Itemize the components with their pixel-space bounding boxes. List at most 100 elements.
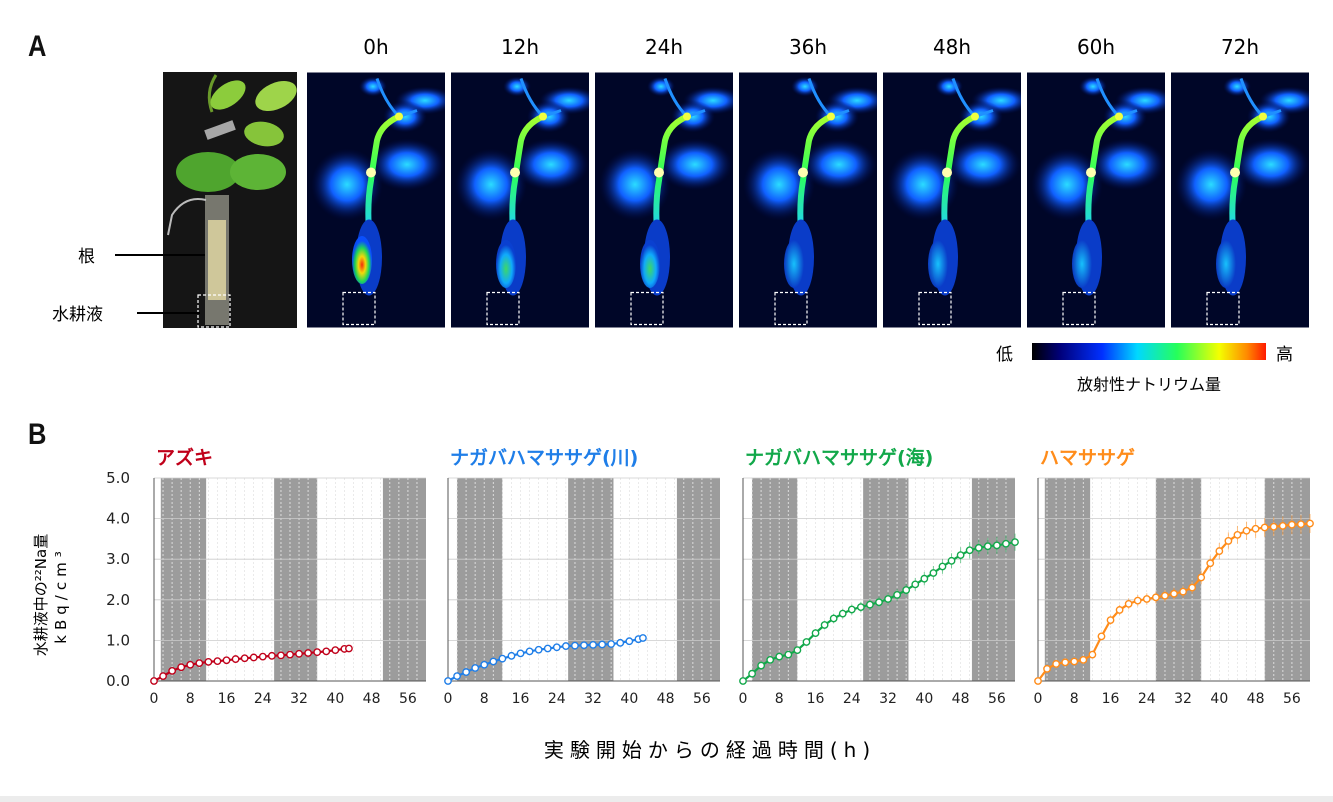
data-point bbox=[322, 647, 331, 656]
data-point bbox=[204, 658, 213, 666]
data-point bbox=[911, 580, 920, 589]
x-tick-label: 16 bbox=[218, 691, 236, 707]
x-tick-label: 8 bbox=[1070, 691, 1079, 707]
data-point bbox=[784, 650, 793, 659]
data-point bbox=[847, 605, 856, 614]
data-point bbox=[453, 672, 461, 681]
time-label: 12h bbox=[501, 35, 539, 59]
data-point bbox=[444, 677, 452, 685]
x-tick-label: 8 bbox=[775, 691, 784, 707]
data-point bbox=[829, 614, 838, 623]
root-signal bbox=[352, 236, 372, 284]
data-point bbox=[1170, 589, 1178, 598]
autoradiograph-image bbox=[739, 73, 887, 328]
data-point bbox=[1197, 573, 1206, 582]
data-point bbox=[507, 651, 516, 660]
chart-3: 0 8 16 24 32 40 48 56 ハマササゲ bbox=[1034, 447, 1314, 707]
data-point bbox=[1188, 583, 1197, 592]
x-tick-label: 24 bbox=[1138, 691, 1156, 707]
root-label: 根 bbox=[78, 247, 95, 267]
dark-period-band bbox=[1044, 478, 1091, 681]
data-point bbox=[213, 657, 222, 666]
data-point bbox=[313, 648, 322, 657]
plant-photo bbox=[163, 72, 297, 328]
solution-label: 水耕液 bbox=[52, 305, 103, 325]
data-point bbox=[543, 644, 552, 653]
data-point bbox=[739, 677, 747, 685]
dark-period-band bbox=[863, 478, 909, 681]
data-point bbox=[1287, 520, 1296, 529]
data-point bbox=[1052, 660, 1061, 668]
data-point bbox=[965, 546, 974, 555]
x-tick-label: 32 bbox=[290, 691, 308, 707]
data-point bbox=[295, 649, 303, 658]
data-point bbox=[902, 586, 911, 594]
root-signal bbox=[928, 240, 948, 288]
colorbar bbox=[1032, 343, 1266, 360]
x-tick-label: 8 bbox=[186, 691, 195, 707]
y-axis-label-line1: 水耕液中の²²Na量 bbox=[32, 534, 50, 656]
x-tick-label: 48 bbox=[363, 691, 381, 707]
sodium-uptake-charts: 0 8 16 24 32 40 48 56 0.0 1.0 2.0 3.0 4.0 5.0 アズキ 0 8 16 2… bbox=[32, 446, 1314, 762]
data-point bbox=[1206, 559, 1215, 568]
data-point bbox=[589, 640, 597, 649]
data-point bbox=[1043, 664, 1051, 673]
imaging-panel: 根 水耕液 低 高 放射性ナトリウム量 0h 12h 24h 36h 48h 60h 72h bbox=[52, 35, 1333, 394]
data-point bbox=[920, 574, 929, 583]
x-tick-label: 32 bbox=[1174, 691, 1192, 707]
y-axis-label-line2: kBq/cm³ bbox=[52, 546, 70, 643]
data-point bbox=[748, 669, 756, 678]
data-point bbox=[1297, 520, 1305, 529]
y-tick-label: 0.0 bbox=[106, 672, 130, 690]
x-tick-label: 56 bbox=[1283, 691, 1301, 707]
data-point bbox=[1260, 523, 1269, 532]
x-tick-label: 40 bbox=[915, 691, 933, 707]
data-point bbox=[992, 541, 1001, 550]
data-point bbox=[757, 661, 766, 670]
data-point bbox=[552, 643, 561, 652]
x-tick-label: 0 bbox=[1034, 691, 1043, 707]
colorbar-low-label: 低 bbox=[996, 345, 1013, 365]
data-point bbox=[607, 640, 616, 648]
y-tick-label: 5.0 bbox=[106, 469, 130, 487]
data-point bbox=[766, 655, 775, 664]
data-point bbox=[195, 659, 204, 668]
data-point bbox=[775, 652, 784, 661]
x-tick-label: 48 bbox=[952, 691, 970, 707]
root-signal bbox=[496, 240, 516, 288]
data-point bbox=[1215, 547, 1224, 555]
data-point bbox=[1233, 530, 1242, 539]
x-tick-label: 16 bbox=[807, 691, 825, 707]
data-point bbox=[1251, 524, 1260, 533]
x-tick-label: 24 bbox=[254, 691, 272, 707]
data-point bbox=[1278, 522, 1287, 530]
data-point bbox=[1061, 658, 1070, 667]
data-point bbox=[1002, 539, 1010, 548]
data-point bbox=[616, 638, 625, 647]
data-point bbox=[258, 652, 267, 661]
data-point bbox=[277, 651, 285, 660]
chart-title: ハマササゲ bbox=[1040, 447, 1135, 469]
autoradiograph-image bbox=[451, 73, 599, 328]
autoradiograph-image bbox=[307, 73, 455, 328]
chart-title: アズキ bbox=[156, 446, 213, 469]
data-point bbox=[561, 642, 570, 650]
data-point bbox=[498, 654, 507, 663]
data-point bbox=[1151, 593, 1160, 602]
time-label: 24h bbox=[645, 35, 683, 59]
dark-period-band bbox=[457, 478, 503, 681]
dark-period-band bbox=[1155, 478, 1202, 681]
data-point bbox=[974, 543, 983, 552]
data-point bbox=[304, 649, 313, 657]
data-point bbox=[525, 647, 534, 656]
time-label: 48h bbox=[933, 35, 971, 59]
dark-period-band bbox=[1264, 478, 1310, 681]
data-point bbox=[150, 677, 158, 685]
dark-period-band bbox=[752, 478, 798, 681]
x-tick-label: 24 bbox=[843, 691, 861, 707]
data-point bbox=[1306, 519, 1314, 528]
data-point bbox=[331, 646, 340, 655]
data-point bbox=[489, 657, 498, 666]
x-tick-label: 56 bbox=[399, 691, 417, 707]
data-point bbox=[186, 660, 195, 669]
